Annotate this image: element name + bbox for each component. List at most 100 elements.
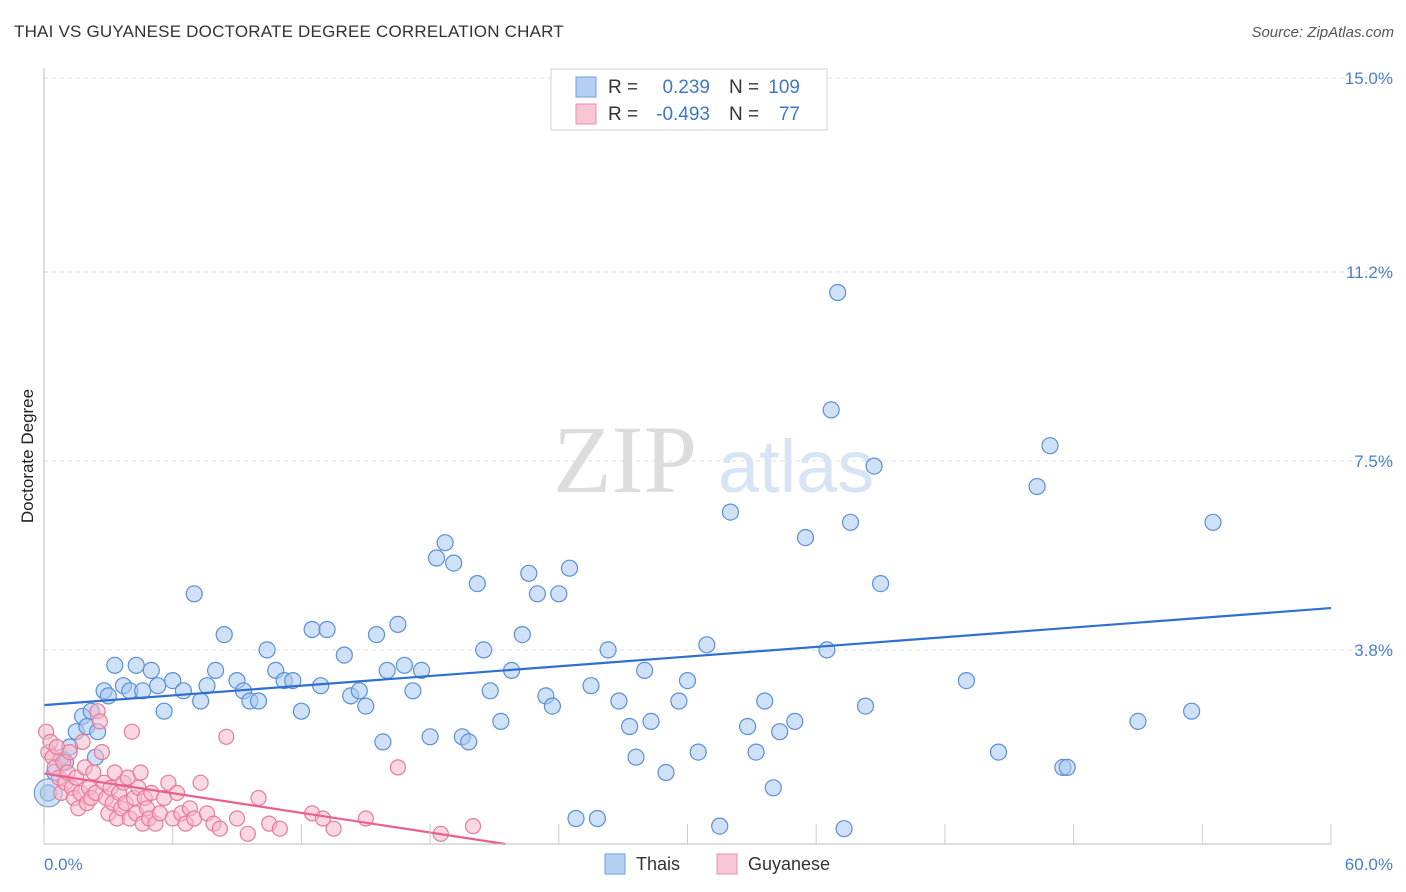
gridlines (44, 77, 1392, 651)
x-tick-label: 60.0% (1345, 855, 1393, 874)
guyanese-point (271, 820, 288, 837)
thais-point (1058, 758, 1076, 777)
thais-point (818, 641, 836, 659)
thais-point (134, 682, 152, 700)
thais-point (404, 682, 422, 700)
thais-point (192, 692, 210, 710)
thais-point (543, 697, 562, 715)
thais-point (856, 697, 875, 715)
thais-point (627, 748, 645, 766)
thais-point (292, 702, 310, 720)
legend-thais-r-value: 0.239 (662, 77, 710, 98)
legend-thais-n-label: N = (729, 77, 759, 98)
thais-point (481, 682, 499, 700)
thais-point (127, 656, 145, 674)
thais-point (657, 763, 675, 782)
y-axis-label: Doctorate Degree (18, 389, 37, 523)
thais-point (642, 712, 660, 731)
thais-point (1182, 702, 1201, 720)
thais-point (436, 534, 454, 552)
thais-point (635, 661, 654, 680)
thais-point (689, 743, 707, 761)
guyanese-point (91, 713, 108, 730)
bottom-legend-thais-label: Thais (636, 854, 680, 874)
legend-guyanese-r-label: R = (608, 104, 638, 125)
thais-point (318, 620, 336, 639)
thais-point (164, 671, 182, 690)
thais-point (721, 503, 740, 521)
thais-point (829, 283, 847, 302)
thais-point (492, 712, 510, 731)
thais-point (520, 564, 538, 582)
thais-point (374, 733, 392, 751)
x-tick-label: 0.0% (44, 855, 83, 874)
thais-point (957, 671, 976, 690)
thais-point (513, 625, 531, 644)
guyanese-point (74, 733, 91, 751)
thais-point (567, 809, 585, 828)
thais-point (389, 615, 407, 634)
legend-guyanese-swatch (575, 103, 597, 125)
thais-point (1028, 477, 1046, 496)
trend-lines (43, 606, 1332, 846)
thais-point (185, 585, 203, 603)
thais-point (550, 585, 568, 603)
guyanese-point (389, 759, 406, 776)
thais-point (764, 779, 782, 797)
guyanese-point (325, 820, 342, 837)
bottom-legend-guyanese-label: Guyanese (748, 854, 830, 874)
thais-point (149, 677, 167, 695)
source-label: Source: ZipAtlas.com (1251, 24, 1394, 41)
bottom-legend-thais-swatch (604, 853, 626, 875)
thais-point (678, 671, 697, 690)
thais-point (155, 702, 173, 720)
guyanese-point (132, 764, 149, 781)
thais-point (528, 585, 547, 603)
y-tick-label: 3.8% (1354, 641, 1393, 660)
x-tick-labels: 0.0% 60.0% (44, 855, 1393, 874)
y-tick-label: 7.5% (1354, 452, 1393, 471)
chart-title: THAI VS GUYANESE DOCTORATE DEGREE CORREL… (14, 22, 564, 41)
thais-point (460, 733, 478, 751)
thais-point (711, 817, 729, 835)
thais-point (468, 574, 486, 593)
thais-point (670, 692, 688, 710)
thais-point (284, 671, 302, 690)
guyanese-point (464, 817, 482, 835)
thais-point (445, 554, 463, 572)
thais-point (1129, 712, 1147, 731)
thais-point (106, 656, 124, 674)
thais-point (475, 641, 493, 659)
guyanese-point (61, 743, 78, 761)
guyanese-point (123, 723, 140, 740)
thais-point (871, 574, 890, 593)
watermark-atlas: atlas (718, 425, 874, 508)
thais-point (771, 723, 789, 741)
legend-thais-swatch (575, 76, 597, 98)
thais-point (796, 528, 815, 547)
guyanese-point (192, 774, 209, 791)
thais-point (367, 625, 386, 644)
thais-point (1204, 513, 1222, 531)
bottom-legend-guyanese-swatch (716, 853, 738, 875)
thais-point (378, 661, 396, 680)
legend-box: R = 0.239 N = 109 R = -0.493 N = 77 (550, 68, 828, 131)
thais-point (395, 656, 413, 674)
thais-point (786, 712, 804, 731)
guyanese-point (239, 825, 256, 842)
axes (43, 68, 1332, 845)
thais-point (560, 559, 579, 577)
thais-point (207, 661, 225, 680)
thais-point (588, 809, 607, 828)
guyanese-trend-line (43, 772, 506, 846)
thais-point (599, 641, 617, 659)
legend-guyanese-n-value: 77 (779, 104, 800, 125)
thais-point (822, 401, 840, 419)
thais-point (610, 692, 628, 710)
guyanese-point (218, 728, 235, 745)
watermark-zip: ZIP (553, 406, 697, 513)
thais-point (841, 513, 860, 531)
guyanese-point (250, 789, 267, 807)
thais-point (412, 661, 431, 680)
